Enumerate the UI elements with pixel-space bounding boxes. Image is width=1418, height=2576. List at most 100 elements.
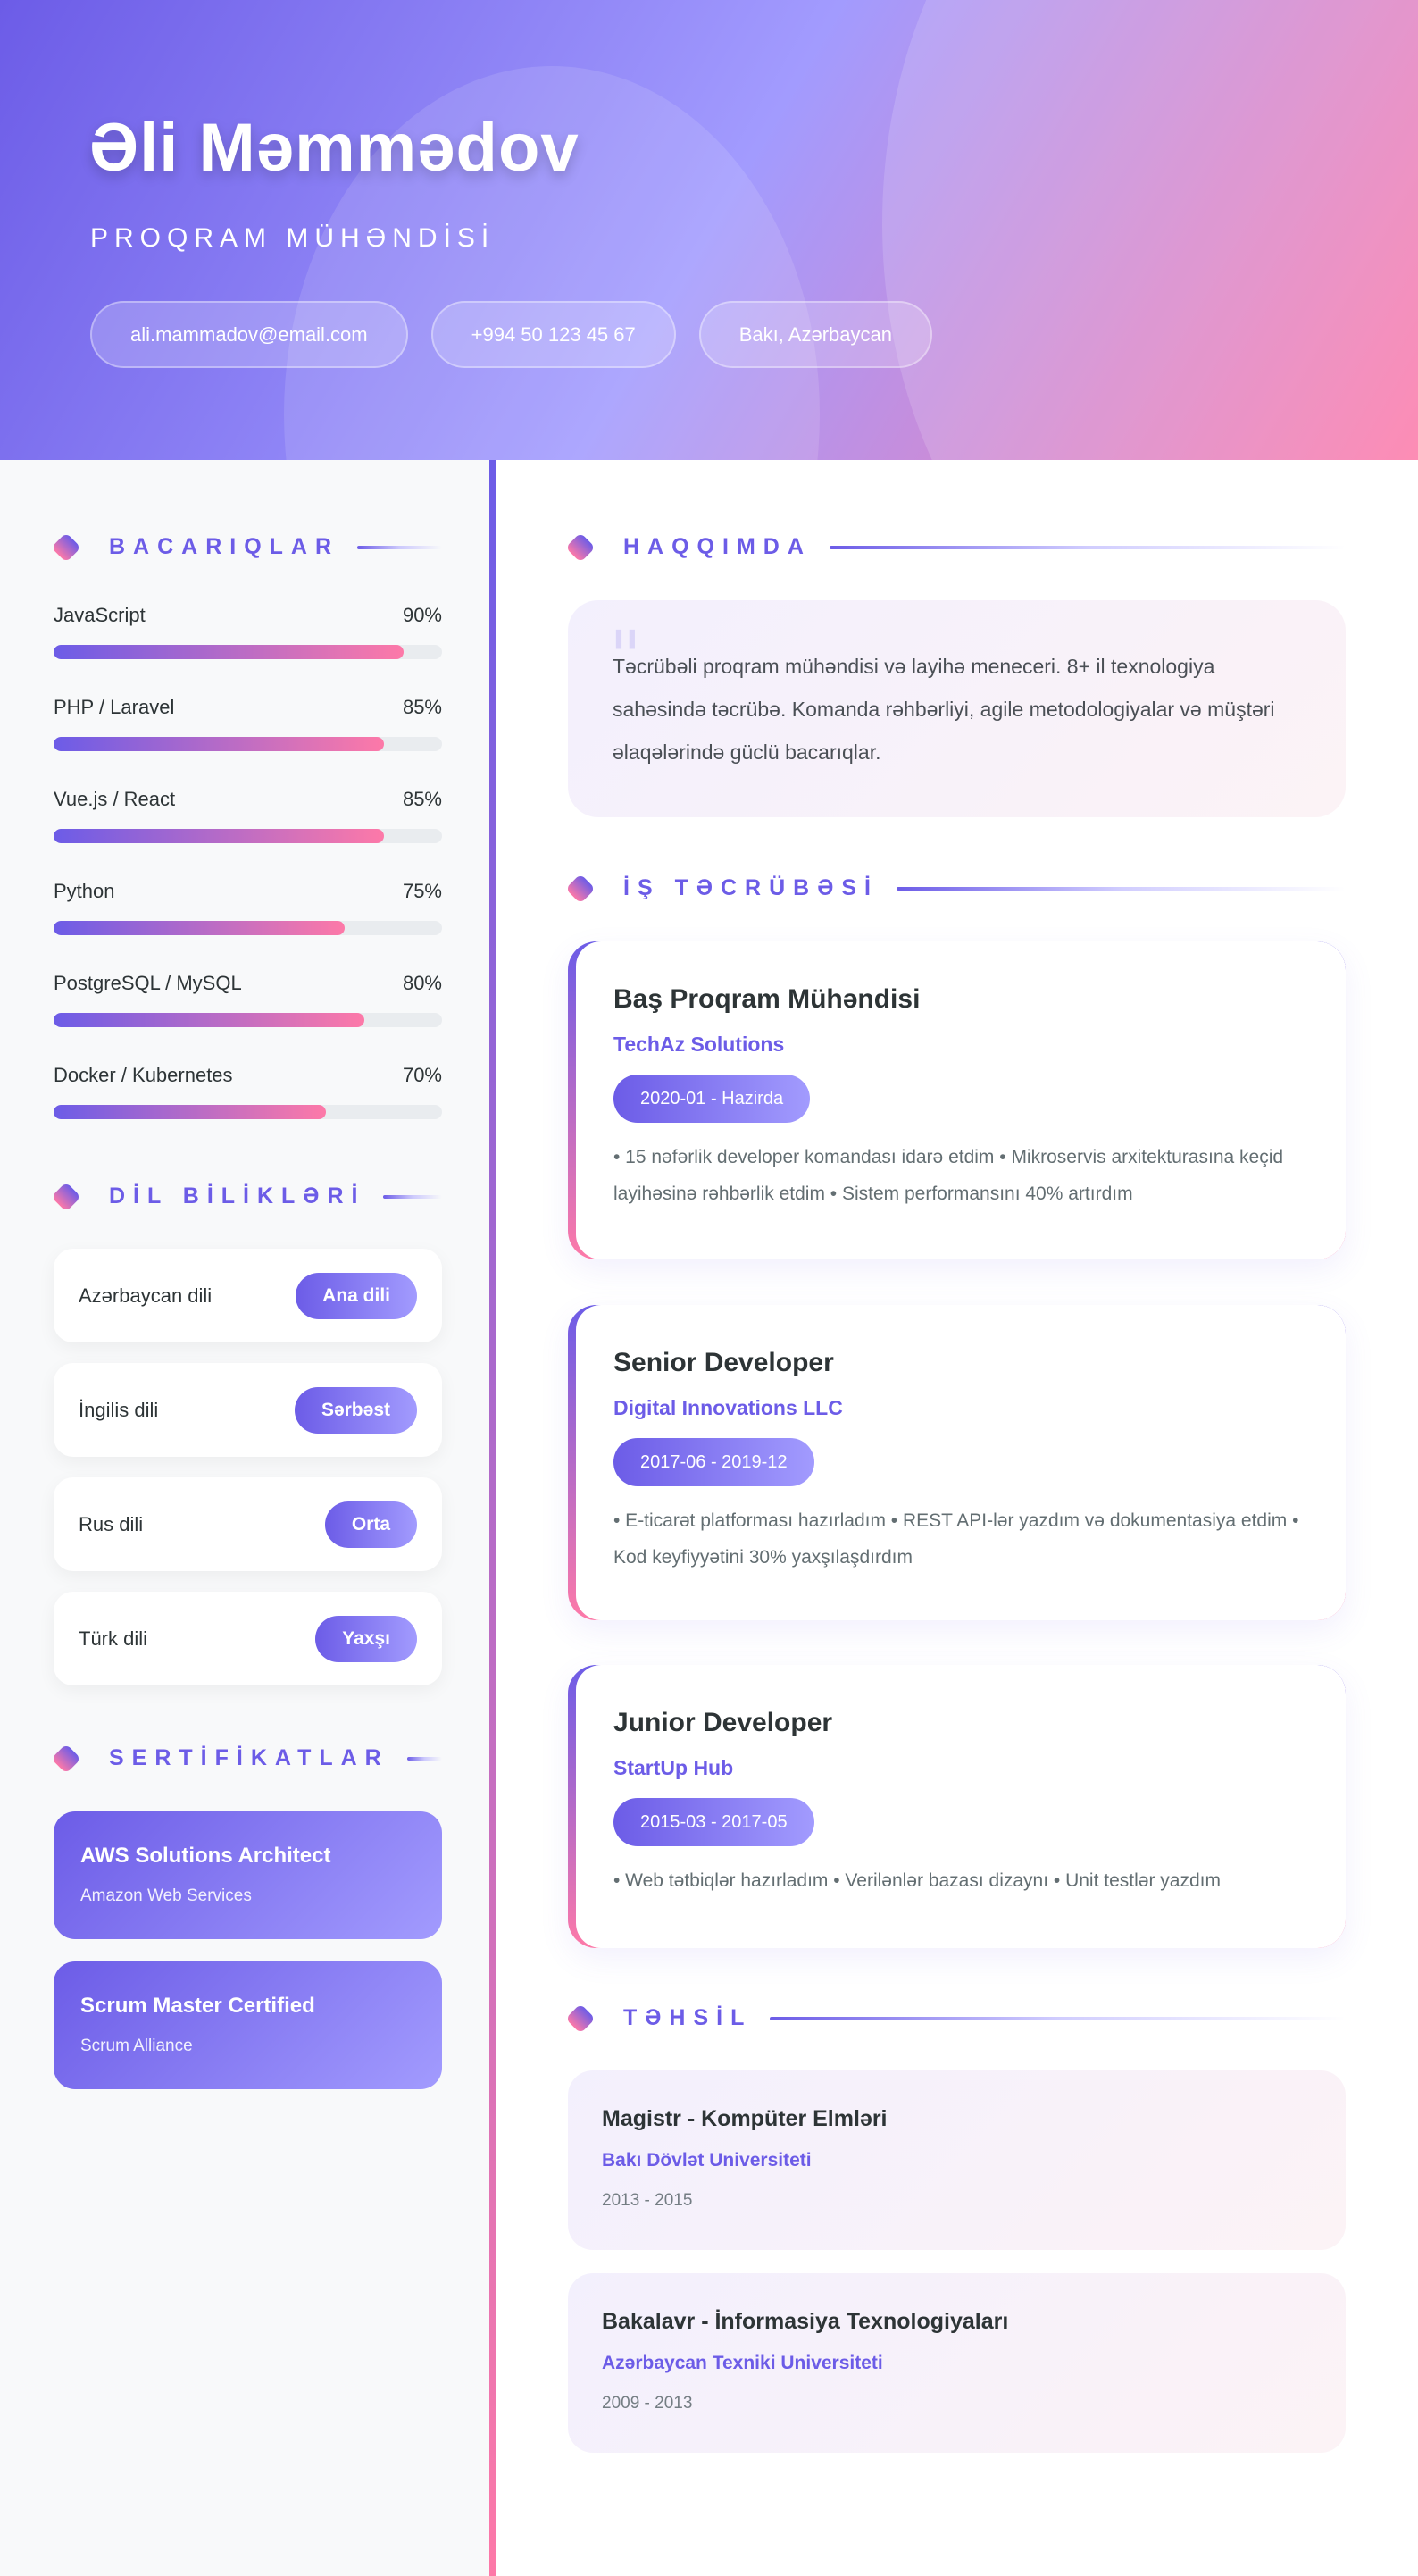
language-item: İngilis dili Sərbəst: [54, 1363, 442, 1457]
experience-card: Baş Proqram Mühəndisi TechAz Solutions 2…: [568, 941, 1346, 1259]
contact-list: ali.mammadov@email.com +994 50 123 45 67…: [90, 301, 932, 368]
skill-name: Python: [54, 880, 115, 902]
contact-phone[interactable]: +994 50 123 45 67: [430, 301, 676, 368]
job-title: Junior Developer: [613, 1708, 833, 1737]
skill-progress-fill: [54, 645, 404, 659]
section-divider: [770, 2016, 1346, 2020]
education-card: Bakalavr - İnformasiya Texnologiyaları A…: [568, 2273, 1346, 2453]
language-name: Türk dili: [79, 1627, 148, 1650]
education-degree: Bakalavr - İnformasiya Texnologiyaları: [602, 2309, 1009, 2334]
section-experience-header: İŞ TƏCRÜBƏSİ: [565, 873, 1346, 904]
certificate-org: Scrum Alliance: [80, 2037, 193, 2055]
job-date-badge: 2020-01 - Hazirda: [613, 1075, 811, 1123]
certificate-title: Scrum Master Certified: [80, 1994, 315, 2018]
decorative-circle: [882, 0, 1418, 460]
skill-item: JavaScript 90%: [54, 604, 442, 659]
section-title: TƏHSİL: [623, 2005, 753, 2030]
skill-percent: 80%: [402, 972, 442, 994]
skill-progress-fill: [54, 921, 346, 935]
profile-role: PROQRAM MÜHƏNDİSİ: [90, 223, 496, 253]
section-title: DİL BİLİKLƏRİ: [109, 1183, 366, 1209]
profile-name: Əli Məmmədov: [89, 110, 580, 186]
diamond-icon: [51, 531, 81, 563]
skill-item: Python 75%: [54, 880, 442, 935]
skill-percent: 85%: [402, 788, 442, 810]
language-item: Azərbaycan dili Ana dili: [54, 1249, 442, 1342]
section-divider: [406, 1756, 442, 1761]
skill-name: PostgreSQL / MySQL: [54, 972, 242, 994]
certificate-card: AWS Solutions Architect Amazon Web Servi…: [54, 1811, 442, 1939]
language-level-badge: Sərbəst: [294, 1386, 417, 1434]
section-certificates-header: SERTİFİKATLAR: [51, 1743, 442, 1774]
section-skills-header: BACARIQLAR: [51, 531, 442, 563]
education-school: Bakı Dövlət Universiteti: [602, 2150, 812, 2170]
job-company: Digital Innovations LLC: [613, 1396, 843, 1419]
about-card: " Təcrübəli proqram mühəndisi və layihə …: [568, 600, 1346, 817]
skill-item: PHP / Laravel 85%: [54, 696, 442, 751]
language-level-badge: Yaxşı: [315, 1615, 417, 1662]
language-item: Rus dili Orta: [54, 1477, 442, 1571]
skill-item: PostgreSQL / MySQL 80%: [54, 972, 442, 1027]
contact-email[interactable]: ali.mammadov@email.com: [90, 301, 408, 368]
language-name: Rus dili: [79, 1512, 144, 1535]
section-divider: [896, 886, 1346, 891]
section-title: İŞ TƏCRÜBƏSİ: [623, 875, 879, 900]
sidebar-divider: [489, 460, 496, 2576]
about-text: Təcrübəli proqram mühəndisi və layihə me…: [613, 655, 1275, 764]
education-years: 2013 - 2015: [602, 2191, 693, 2210]
diamond-icon: [51, 1181, 81, 1212]
skill-progress-fill: [54, 737, 384, 751]
job-title: Senior Developer: [613, 1348, 834, 1377]
skill-progress-bar: [54, 1105, 442, 1119]
contact-location: Bakı, Azərbaycan: [698, 301, 932, 368]
skill-item: Docker / Kubernetes 70%: [54, 1064, 442, 1119]
job-date-badge: 2015-03 - 2017-05: [613, 1798, 814, 1846]
language-level-badge: Orta: [324, 1501, 417, 1548]
skill-progress-fill: [54, 829, 384, 843]
education-school: Azərbaycan Texniki Universiteti: [602, 2353, 883, 2373]
diamond-icon: [565, 2003, 596, 2034]
language-name: Azərbaycan dili: [79, 1284, 213, 1307]
skill-progress-bar: [54, 921, 442, 935]
language-item: Türk dili Yaxşı: [54, 1592, 442, 1685]
skill-percent: 90%: [402, 604, 442, 626]
education-degree: Magistr - Kompüter Elmləri: [602, 2106, 888, 2131]
profile-header: Əli Məmmədov PROQRAM MÜHƏNDİSİ ali.mamma…: [0, 0, 1418, 460]
skill-name: JavaScript: [54, 604, 146, 626]
certificate-card: Scrum Master Certified Scrum Alliance: [54, 1961, 442, 2089]
skill-progress-bar: [54, 737, 442, 751]
skill-progress-fill: [54, 1105, 326, 1119]
skill-progress-bar: [54, 645, 442, 659]
skill-percent: 70%: [402, 1064, 442, 1086]
section-education-header: TƏHSİL: [565, 2003, 1346, 2034]
diamond-icon: [565, 873, 596, 904]
job-description: • E-ticarət platforması hazırladım • RES…: [613, 1510, 1299, 1568]
skill-item: Vue.js / React 85%: [54, 788, 442, 843]
section-title: BACARIQLAR: [109, 534, 340, 559]
job-company: TechAz Solutions: [613, 1033, 785, 1056]
skill-progress-bar: [54, 829, 442, 843]
section-divider: [357, 545, 442, 549]
section-divider: [829, 545, 1346, 549]
job-description: • Web tətbiqlər hazırladım • Verilənlər …: [613, 1870, 1221, 1891]
section-about-header: HAQQIMDA: [565, 531, 1346, 563]
experience-card: Junior Developer StartUp Hub 2015-03 - 2…: [568, 1665, 1346, 1948]
section-divider: [383, 1194, 442, 1199]
skill-progress-bar: [54, 1013, 442, 1027]
education-years: 2009 - 2013: [602, 2394, 693, 2413]
language-level-badge: Ana dili: [296, 1272, 417, 1319]
skill-name: PHP / Laravel: [54, 696, 175, 718]
section-title: HAQQIMDA: [623, 534, 812, 559]
job-company: StartUp Hub: [613, 1756, 734, 1779]
skill-percent: 75%: [402, 880, 442, 902]
education-card: Magistr - Kompüter Elmləri Bakı Dövlət U…: [568, 2070, 1346, 2250]
skill-name: Docker / Kubernetes: [54, 1064, 233, 1086]
skill-name: Vue.js / React: [54, 788, 176, 810]
language-name: İngilis dili: [79, 1398, 159, 1421]
section-title: SERTİFİKATLAR: [109, 1745, 389, 1770]
job-description: • 15 nəfərlik developer komandası idarə …: [613, 1147, 1284, 1204]
job-date-badge: 2017-06 - 2019-12: [613, 1438, 814, 1486]
skill-percent: 85%: [402, 696, 442, 718]
skill-progress-fill: [54, 1013, 364, 1027]
section-languages-header: DİL BİLİKLƏRİ: [51, 1181, 442, 1212]
